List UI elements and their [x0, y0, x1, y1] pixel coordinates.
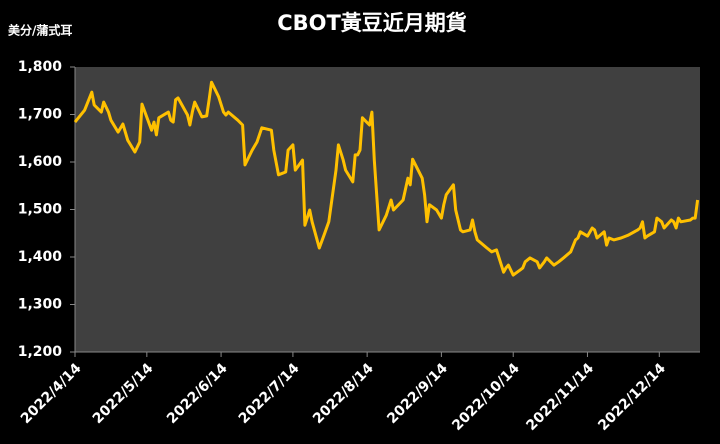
y-tick-label: 1,600 [18, 154, 63, 170]
y-axis-label: 美分/蒲式耳 [8, 23, 72, 38]
y-tick-label: 1,500 [18, 202, 63, 218]
y-tick-label: 1,400 [18, 249, 63, 265]
price-line [73, 80, 700, 277]
y-tick-label: 1,800 [18, 59, 63, 75]
y-tick-label: 1,300 [18, 297, 63, 313]
y-tick-label: 1,200 [18, 344, 63, 360]
y-tick-label: 1,700 [18, 107, 63, 123]
chart-title: CBOT黃豆近月期貨 [277, 11, 467, 35]
